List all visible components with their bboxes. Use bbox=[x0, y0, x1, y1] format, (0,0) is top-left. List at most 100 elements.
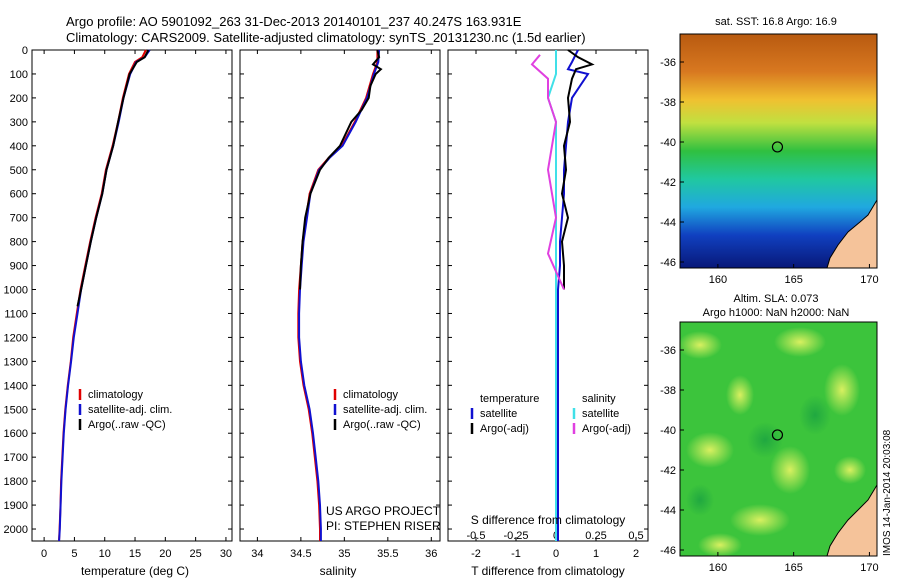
figure-title-line2: Climatology: CARS2009. Satellite-adjuste… bbox=[66, 30, 586, 45]
map-x-tick-label: 170 bbox=[860, 562, 878, 574]
map-y-tick-label: -40 bbox=[660, 425, 676, 437]
map-y-tick-label: -36 bbox=[660, 57, 676, 69]
salinity-panel: 34 34.5 35 35.5 36 climatology satellite-adj. … bbox=[239, 49, 441, 560]
y-tick-label: 700 bbox=[10, 213, 28, 225]
map-x-tick-label: 160 bbox=[709, 562, 727, 574]
map-y-tick-label: -38 bbox=[660, 385, 676, 397]
legend-label: Argo(-adj) bbox=[582, 423, 631, 435]
series-line-argo-raw-qc- bbox=[299, 49, 383, 290]
x-tick-label: 34 bbox=[251, 548, 263, 560]
y-tick-label: 1600 bbox=[4, 428, 28, 440]
y-tick-label: 1100 bbox=[4, 308, 28, 320]
y-tick-label: 0 bbox=[22, 45, 28, 57]
figure-title-line1: Argo profile: AO 5901092_263 31-Dec-2013… bbox=[66, 14, 522, 29]
series-line-satellite-adj-clim- bbox=[298, 49, 381, 541]
x-tick-label: -2 bbox=[471, 548, 481, 560]
panel-frame bbox=[31, 49, 233, 542]
map-y-tick-label: -42 bbox=[660, 465, 676, 477]
x-tick-label: 10 bbox=[99, 548, 111, 560]
series-line-climatology bbox=[58, 49, 147, 542]
top-x-tick-label: 0.5 bbox=[628, 530, 643, 542]
map-x-tick-label: 165 bbox=[784, 562, 802, 574]
y-tick-label: 900 bbox=[10, 261, 28, 273]
y-tick-label: 1000 bbox=[4, 285, 28, 297]
map-x-tick-label: 160 bbox=[709, 274, 727, 286]
series-line-argo-adj- bbox=[530, 54, 565, 290]
y-tick-label: 500 bbox=[10, 165, 28, 177]
series-line-argo-adj- bbox=[560, 49, 595, 290]
map-x-tick-label: 170 bbox=[860, 274, 878, 286]
map-y-tick-label: -40 bbox=[660, 137, 676, 149]
x-tick-label: 5 bbox=[71, 548, 77, 560]
map-y-tick-label: -42 bbox=[660, 177, 676, 189]
map-y-tick-label: -46 bbox=[660, 545, 676, 557]
x-tick-label: 25 bbox=[190, 548, 202, 560]
y-tick-label: 300 bbox=[10, 117, 28, 129]
y-tick-label: 600 bbox=[10, 189, 28, 201]
series-line-argo-raw-qc- bbox=[76, 49, 150, 307]
y-tick-label: 1400 bbox=[4, 380, 28, 392]
top-x-tick-label: 0.25 bbox=[585, 530, 606, 542]
argo-position-marker bbox=[771, 141, 784, 153]
sla-map: Altim. SLA: 0.073 Argo h1000: NaN h2000:… bbox=[660, 293, 879, 574]
y-tick-label: 1300 bbox=[4, 356, 28, 368]
x-tick-label: 20 bbox=[159, 548, 171, 560]
legend-label: climatology bbox=[343, 389, 399, 401]
x-tick-label: 0 bbox=[553, 548, 559, 560]
map-y-tick-label: -44 bbox=[660, 217, 676, 229]
legend-label: Argo(..raw -QC) bbox=[88, 419, 166, 431]
panel-frame bbox=[239, 49, 441, 542]
sla-anomalies bbox=[678, 327, 866, 557]
y-tick-label: 1500 bbox=[4, 404, 28, 416]
y-tick-label: 100 bbox=[10, 69, 28, 81]
panel-frame bbox=[447, 49, 649, 542]
sst-map-title: sat. SST: 16.8 Argo: 16.9 bbox=[715, 16, 837, 28]
top-x-tick-label: -0.25 bbox=[503, 530, 528, 542]
salinity-x-label: salinity bbox=[320, 564, 357, 578]
argo-position-marker bbox=[771, 429, 784, 441]
y-tick-label: 2000 bbox=[4, 524, 28, 536]
y-tick-label: 1700 bbox=[4, 452, 28, 464]
map-frame bbox=[679, 33, 878, 269]
y-tick-label: 200 bbox=[10, 93, 28, 105]
legend-label: Argo(-adj) bbox=[480, 423, 529, 435]
legend-label: Argo(..raw -QC) bbox=[343, 419, 421, 431]
x-tick-label: -1 bbox=[511, 548, 521, 560]
y-tick-label: 800 bbox=[10, 237, 28, 249]
x-tick-label: 35.5 bbox=[377, 548, 398, 560]
map-y-tick-label: -38 bbox=[660, 97, 676, 109]
temperature-x-label: temperature (deg C) bbox=[81, 564, 189, 578]
legend-title-salinity: salinity bbox=[582, 393, 616, 405]
project-annotation: US ARGO PROJECT bbox=[326, 504, 441, 518]
sst-map: sat. SST: 16.8 Argo: 16.9 160 165 170 -36 -3… bbox=[660, 16, 879, 286]
sla-map-title-line1: Altim. SLA: 0.073 bbox=[734, 293, 819, 305]
x-tick-label: 35 bbox=[338, 548, 350, 560]
legend-label: satellite bbox=[480, 408, 517, 420]
y-tick-label: 1200 bbox=[4, 332, 28, 344]
temperature-panel: 0 100 200 300 400 500 600 700 800 900 1000 1100 1200… bbox=[4, 45, 233, 560]
y-tick-label: 400 bbox=[10, 141, 28, 153]
map-x-tick-label: 165 bbox=[784, 274, 802, 286]
sst-field bbox=[680, 34, 877, 268]
imos-timestamp: IMOS 14-Jan-2014 20:03:08 bbox=[882, 429, 893, 556]
x-tick-label: 36 bbox=[425, 548, 437, 560]
legend-label: satellite-adj. clim. bbox=[88, 404, 172, 416]
map-frame bbox=[679, 321, 878, 557]
x-tick-label: 2 bbox=[633, 548, 639, 560]
sla-map-title-line2: Argo h1000: NaN h2000: NaN bbox=[703, 307, 850, 319]
difference-x-label: T difference from climatology bbox=[471, 564, 625, 578]
legend-label: satellite bbox=[582, 408, 619, 420]
x-tick-label: 30 bbox=[220, 548, 232, 560]
y-tick-label: 1900 bbox=[4, 500, 28, 512]
y-tick-label: 1800 bbox=[4, 476, 28, 488]
x-tick-label: 34.5 bbox=[290, 548, 311, 560]
map-y-tick-label: -36 bbox=[660, 345, 676, 357]
top-x-tick-label: -0.5 bbox=[467, 530, 486, 542]
pi-annotation: PI: STEPHEN RISER bbox=[326, 519, 441, 533]
legend-title-temperature: temperature bbox=[480, 393, 539, 405]
difference-top-x-label: S difference from climatology bbox=[471, 513, 626, 527]
x-tick-label: 15 bbox=[129, 548, 141, 560]
series-line-satellite bbox=[557, 49, 590, 541]
